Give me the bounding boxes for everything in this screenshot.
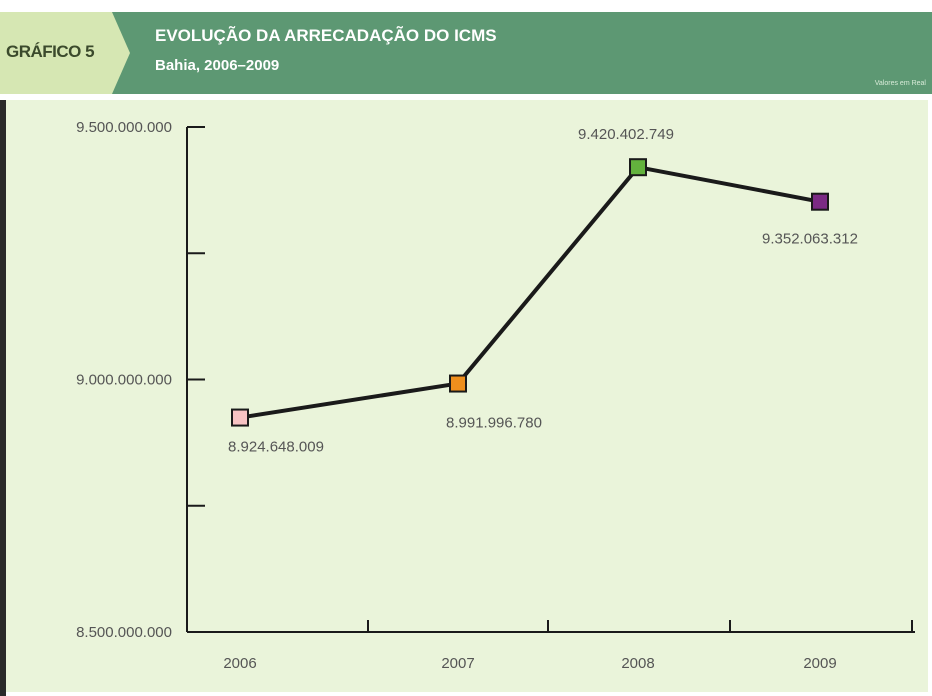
series-line [239,165,821,420]
data-point-marker [231,408,249,427]
chevron-right-icon [112,12,130,94]
chart-header: GRÁFICO 5 EVOLUÇÃO DA ARRECADAÇÃO DO ICM… [0,12,932,94]
x-tick-label: 2006 [223,655,256,672]
x-tick-label: 2007 [441,655,474,672]
chart-title: EVOLUÇÃO DA ARRECADAÇÃO DO ICMS [155,26,497,45]
y-tick-label: 8.500.000.000 [76,624,172,641]
chart-panel [6,100,928,692]
units-note: Valores em Real [874,80,926,87]
figure-number: GRÁFICO 5 [6,42,95,61]
figure-badge: GRÁFICO 5 [0,12,112,94]
y-tick-label: 9.000.000.000 [76,372,172,389]
chart-subtitle: Bahia, 2006–2009 [155,57,280,74]
data-point-marker [449,374,467,393]
y-tick-label: 9.500.000.000 [76,119,172,136]
data-label: 9.420.402.749 [578,126,674,143]
data-label: 8.924.648.009 [228,439,324,456]
data-label: 9.352.063.312 [762,231,858,248]
data-point-marker [629,158,647,177]
data-point-marker [811,192,829,211]
x-tick-label: 2009 [803,655,836,672]
x-tick-label: 2008 [621,655,654,672]
left-border-rule [0,100,6,696]
data-label: 8.991.996.780 [446,415,542,432]
